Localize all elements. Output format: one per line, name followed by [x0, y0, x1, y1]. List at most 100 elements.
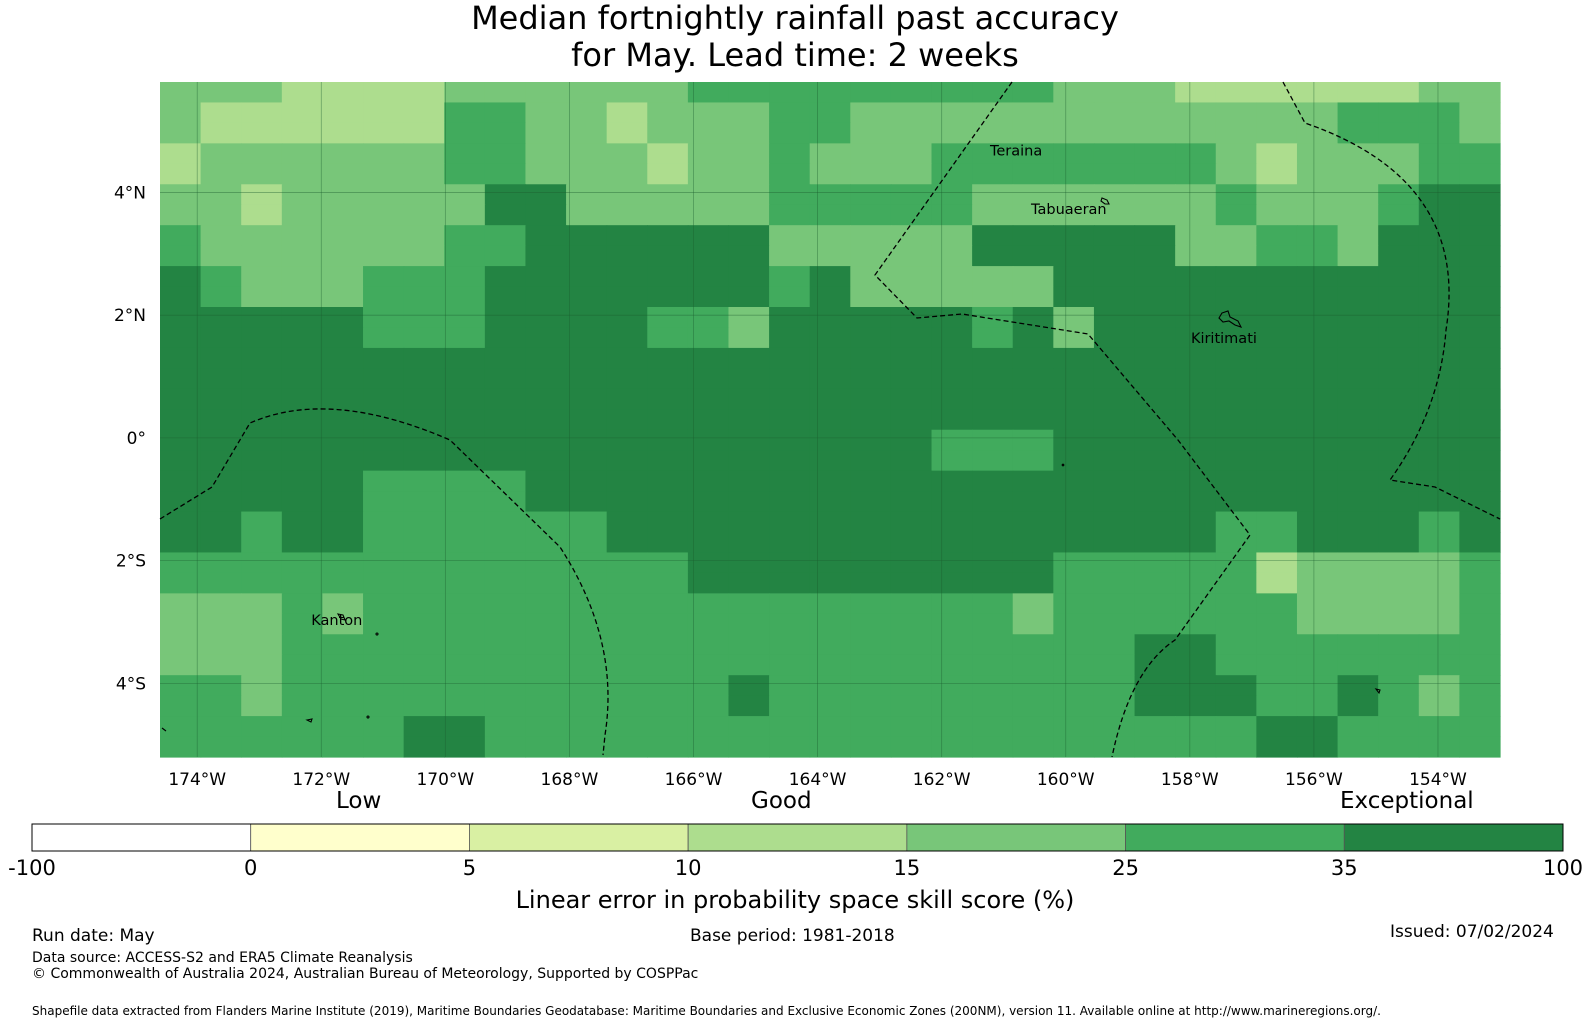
skill-cell — [200, 470, 242, 492]
skill-cell — [606, 511, 648, 533]
skill-cell — [1418, 122, 1460, 144]
skill-cell — [890, 102, 933, 124]
eez-boundary-line-north — [874, 81, 1251, 758]
skill-cell — [1012, 286, 1054, 308]
skill-cell — [200, 307, 242, 329]
skill-cell — [1012, 102, 1054, 124]
skill-cell — [525, 450, 567, 472]
skill-cell — [1337, 204, 1379, 226]
skill-cell — [1459, 245, 1501, 267]
skill-cell — [1093, 736, 1136, 758]
skill-cell — [1337, 102, 1379, 124]
skill-cell — [809, 511, 851, 533]
skill-cell — [850, 266, 892, 288]
skill-cell — [728, 695, 770, 717]
eez-boundaries — [159, 81, 1501, 758]
skill-cell — [1053, 716, 1095, 738]
skill-cell — [1175, 532, 1217, 554]
skill-cell — [1296, 450, 1339, 472]
skill-cell — [1418, 470, 1460, 492]
skill-cell — [606, 552, 648, 574]
skill-cell — [1175, 122, 1217, 144]
skill-cell — [1134, 429, 1176, 451]
skill-cell — [769, 634, 811, 656]
skill-cell — [525, 225, 567, 247]
skill-cell — [566, 347, 608, 369]
skill-cell — [1093, 470, 1136, 492]
skill-cell — [1337, 593, 1379, 615]
skill-cell — [200, 593, 242, 615]
skill-cell — [200, 102, 242, 124]
skill-cell — [1296, 695, 1339, 717]
skill-cell — [1012, 307, 1054, 329]
islet — [1061, 463, 1065, 467]
skill-cell — [1296, 470, 1339, 492]
skill-cell — [1378, 532, 1420, 554]
skill-cell — [809, 613, 851, 635]
skill-cell — [1418, 143, 1460, 165]
skill-cell — [525, 675, 567, 697]
skill-cell — [322, 736, 364, 758]
skill-cell — [931, 613, 973, 635]
skill-cell — [241, 225, 283, 247]
skill-cell — [444, 266, 486, 288]
skill-cell — [972, 266, 1014, 288]
skill-cell — [647, 511, 689, 533]
skill-cell — [1012, 470, 1054, 492]
skill-cell — [1012, 204, 1054, 226]
skill-cell — [728, 347, 770, 369]
skill-cell — [728, 122, 770, 144]
skill-cell — [647, 286, 689, 308]
skill-cell — [647, 122, 689, 144]
skill-cell — [1256, 225, 1298, 247]
skill-cell — [728, 143, 770, 165]
skill-cell — [931, 654, 973, 676]
skill-cell — [1418, 368, 1460, 390]
skill-cell — [322, 572, 364, 594]
skill-cell — [525, 82, 567, 104]
skill-cell — [728, 204, 770, 226]
skill-cell — [566, 552, 608, 574]
skill-cell — [1012, 388, 1054, 410]
colorbar: -100 0 5 10 15 25 35 100 — [8, 823, 1583, 880]
skill-cell — [444, 368, 486, 390]
skill-cell — [1418, 613, 1460, 635]
skill-cell — [241, 613, 283, 635]
skill-cell — [769, 307, 811, 329]
skill-cell — [972, 429, 1014, 451]
skill-cell — [444, 429, 486, 451]
skill-cell — [1296, 286, 1339, 308]
skill-cell — [525, 204, 567, 226]
skill-cell — [160, 122, 202, 144]
skill-cell — [241, 736, 283, 758]
skill-cell — [1134, 82, 1176, 104]
skill-cell — [363, 347, 405, 369]
skill-cell — [890, 552, 933, 574]
skill-cell — [363, 593, 405, 615]
skill-cell — [1093, 225, 1136, 247]
skill-cell — [931, 593, 973, 615]
skill-cell — [200, 654, 242, 676]
skill-cell — [444, 163, 486, 185]
skill-cell — [1337, 450, 1379, 472]
skill-cell — [403, 572, 445, 594]
skill-cell — [1296, 532, 1339, 554]
skill-cell — [403, 552, 445, 574]
skill-cell — [809, 245, 851, 267]
skill-cell — [647, 388, 689, 410]
skill-cell — [769, 695, 811, 717]
skill-cell — [444, 409, 486, 431]
skill-cell — [1134, 450, 1176, 472]
skill-cell — [1175, 613, 1217, 635]
skill-cell — [769, 593, 811, 615]
skill-cell — [1134, 327, 1176, 349]
skill-cell — [403, 82, 445, 104]
skill-cell — [444, 654, 486, 676]
skill-cell — [1296, 163, 1339, 185]
skill-cell — [444, 204, 486, 226]
skill-cell — [606, 204, 648, 226]
skill-cell — [403, 204, 445, 226]
skill-cell — [566, 266, 608, 288]
skill-cell — [281, 368, 324, 390]
skill-cell — [200, 347, 242, 369]
